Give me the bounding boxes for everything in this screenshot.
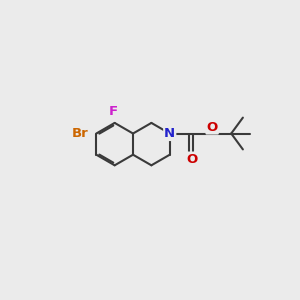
Text: N: N: [164, 127, 175, 140]
Text: Br: Br: [72, 127, 88, 140]
Text: O: O: [206, 121, 218, 134]
Text: F: F: [109, 105, 118, 118]
Text: O: O: [187, 153, 198, 166]
